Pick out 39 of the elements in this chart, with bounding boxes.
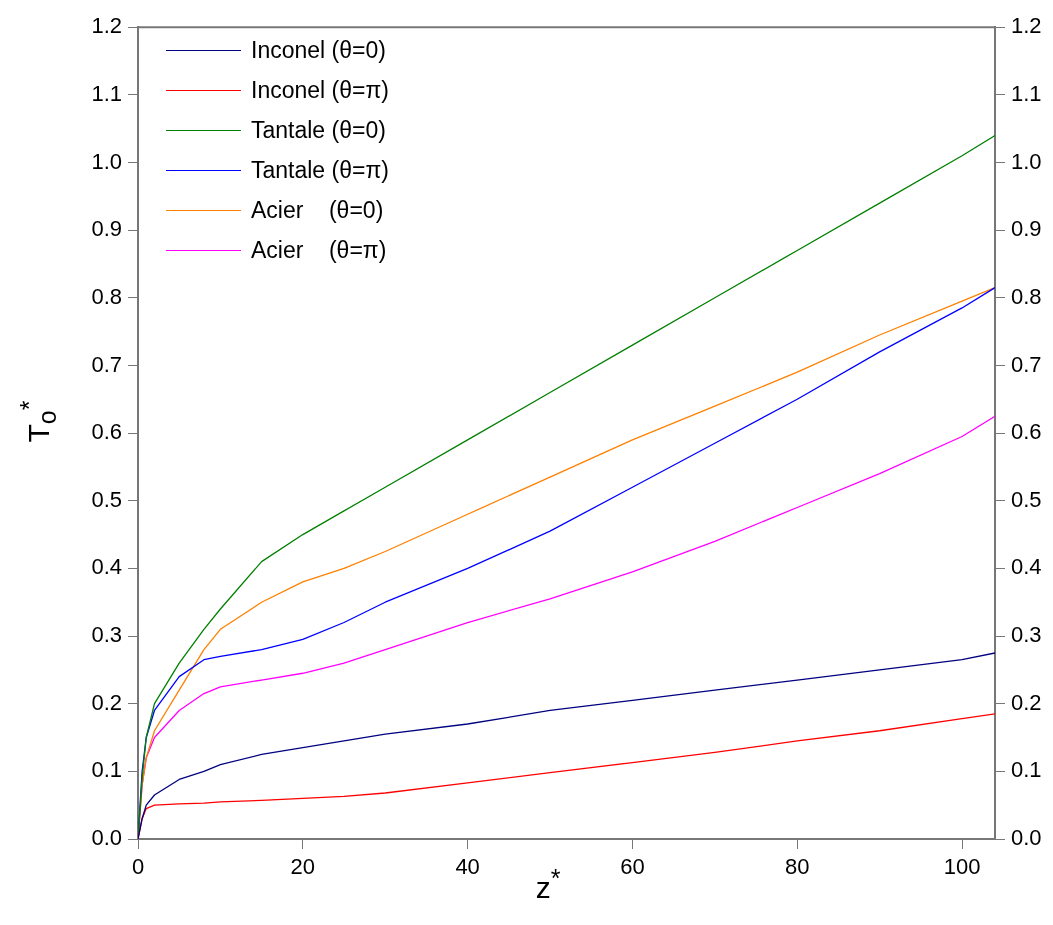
legend-label: Tantale (θ=π) <box>251 156 389 185</box>
y2-tick-label: 0.6 <box>1011 419 1042 445</box>
y2-tick-label: 0.0 <box>1011 825 1042 851</box>
y2-tick-label: 0.5 <box>1011 486 1042 512</box>
y-tick-label: 0.9 <box>91 216 122 242</box>
y2-tick-label: 0.4 <box>1011 554 1042 580</box>
x-tick-label: 0 <box>131 854 145 880</box>
legend-label: Inconel (θ=π) <box>251 76 389 105</box>
x-tick-label: 80 <box>784 854 810 880</box>
y2-tick-label: 0.7 <box>1011 351 1042 377</box>
y-tick-label: 0.2 <box>91 689 122 715</box>
y-tick-label: 1.2 <box>91 13 122 39</box>
x-tick-label: 60 <box>620 854 645 880</box>
y-tick-label: 0.4 <box>91 554 122 580</box>
y-tick-label: 0.0 <box>91 825 122 851</box>
legend-label: Acier (θ=π) <box>251 236 387 265</box>
y2-tick-label: 0.3 <box>1011 622 1042 648</box>
legend-label: Acier (θ=0) <box>251 196 384 225</box>
y-tick-label: 1.0 <box>91 148 122 174</box>
y-tick-label: 0.5 <box>91 486 122 512</box>
y-tick-label: 0.1 <box>91 757 122 783</box>
legend-label: Inconel (θ=0) <box>251 36 386 65</box>
y2-tick-label: 1.2 <box>1011 13 1042 39</box>
y-tick-label: 0.7 <box>91 351 122 377</box>
y-tick-label: 0.8 <box>91 283 122 309</box>
legend-label: Tantale (θ=0) <box>251 116 386 145</box>
y2-tick-label: 0.2 <box>1011 689 1042 715</box>
x-tick-label: 40 <box>455 854 480 880</box>
y2-tick-label: 0.1 <box>1011 757 1042 783</box>
y-tick-label: 0.3 <box>91 622 122 648</box>
x-tick-label: 20 <box>290 854 316 880</box>
y2-tick-label: 0.8 <box>1011 283 1042 309</box>
y2-tick-label: 1.0 <box>1011 148 1042 174</box>
x-axis-title: z$^{*}$ <box>534 864 562 905</box>
y2-tick-label: 1.1 <box>1011 80 1042 106</box>
y-tick-label: 1.1 <box>91 80 122 106</box>
y-tick-label: 0.6 <box>91 419 122 445</box>
y2-tick-label: 0.9 <box>1011 216 1042 242</box>
x-tick-label: 100 <box>943 854 981 880</box>
